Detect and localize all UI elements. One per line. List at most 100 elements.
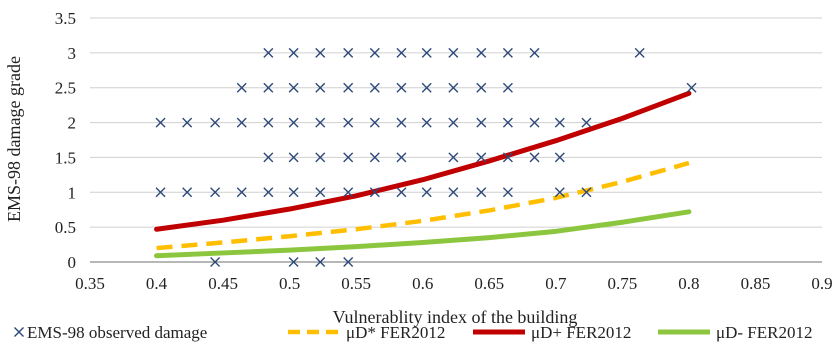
data-point (315, 82, 326, 93)
x-axis-title: Vulnerablity index of the building (333, 307, 578, 327)
data-point (686, 82, 697, 93)
data-point (263, 47, 274, 58)
data-point (396, 82, 407, 93)
data-point (288, 257, 299, 267)
data-point (369, 152, 380, 163)
x-tick-label: 0.4 (146, 274, 168, 293)
data-point (476, 152, 487, 163)
data-point (502, 47, 513, 58)
y-tick-label: 3.5 (55, 9, 76, 28)
data-point (502, 152, 513, 163)
data-point (396, 152, 407, 163)
data-point (315, 187, 326, 198)
data-point (263, 117, 274, 128)
data-point (210, 117, 221, 128)
series-layer (154, 47, 697, 267)
legend-label: μD* FER2012 (346, 323, 445, 342)
data-point (396, 117, 407, 128)
y-tick-label: 1 (68, 183, 77, 202)
data-point (421, 187, 432, 198)
data-point (502, 117, 513, 128)
data-point (343, 187, 354, 198)
data-point (210, 187, 221, 198)
data-point (343, 82, 354, 93)
data-point (288, 117, 299, 128)
y-tick-label: 3 (68, 44, 77, 63)
data-point (476, 117, 487, 128)
series-line (156, 160, 690, 251)
data-point (315, 47, 326, 58)
data-point (502, 187, 513, 198)
data-point (448, 117, 459, 128)
data-point (554, 187, 565, 198)
series-line (154, 209, 692, 259)
x-tick-label: 0.65 (474, 274, 504, 293)
legend-label: EMS-98 observed damage (27, 323, 207, 342)
data-point (343, 257, 354, 267)
legend-label: μD- FER2012 (716, 323, 812, 342)
data-point (210, 257, 221, 267)
data-point (236, 187, 247, 198)
data-point (236, 82, 247, 93)
y-tick-labels: 0 0.5 1 1.5 2 2.5 3 3.5 (55, 9, 76, 272)
data-point (529, 117, 540, 128)
data-point (554, 152, 565, 163)
legend-item: μD- FER2012 (658, 323, 812, 342)
y-tick-label: 0 (68, 253, 77, 272)
data-point (448, 187, 459, 198)
x-tick-label: 0.45 (208, 274, 238, 293)
data-point (263, 187, 274, 198)
data-point (396, 187, 407, 198)
legend-label: μD+ FER2012 (531, 323, 631, 342)
data-point (476, 47, 487, 58)
legend: EMS-98 observed damage μD* FER2012 μD+ FER… (14, 323, 812, 342)
y-tick-label: 2.5 (55, 79, 76, 98)
data-point (581, 187, 592, 198)
x-tick-label: 0.55 (341, 274, 371, 293)
data-point (476, 187, 487, 198)
y-tick-label: 1.5 (55, 148, 76, 167)
data-point (502, 82, 513, 93)
x-tick-label: 0.85 (741, 274, 771, 293)
data-point (343, 47, 354, 58)
data-point (288, 187, 299, 198)
legend-item: EMS-98 observed damage (14, 323, 207, 342)
data-point (369, 47, 380, 58)
x-tick-label: 0.35 (75, 274, 105, 293)
data-point (554, 117, 565, 128)
legend-item: μD* FER2012 (288, 323, 445, 342)
x-tick-label: 0.75 (607, 274, 637, 293)
x-tick-label: 0.5 (279, 274, 300, 293)
data-point (182, 187, 193, 198)
x-tick-label: 0.7 (545, 274, 567, 293)
data-point (581, 117, 592, 128)
data-point (529, 47, 540, 58)
data-point (315, 117, 326, 128)
data-point (421, 117, 432, 128)
gridlines (90, 17, 822, 263)
data-point (421, 82, 432, 93)
data-point (288, 47, 299, 58)
data-point (343, 117, 354, 128)
data-point (263, 82, 274, 93)
x-tick-label: 0.8 (678, 274, 699, 293)
data-point (421, 47, 432, 58)
data-point (182, 117, 193, 128)
data-point (634, 47, 645, 58)
data-point (288, 82, 299, 93)
data-point (476, 82, 487, 93)
data-point (155, 117, 166, 128)
y-tick-label: 2 (68, 114, 77, 133)
y-tick-label: 0.5 (55, 218, 76, 237)
data-point (343, 152, 354, 163)
data-point (315, 257, 326, 267)
data-point (369, 117, 380, 128)
data-point (155, 187, 166, 198)
legend-item: μD+ FER2012 (473, 323, 631, 342)
series-line (154, 90, 692, 232)
data-point (369, 82, 380, 93)
x-tick-label: 0.6 (412, 274, 433, 293)
x-tick-labels: 0.35 0.4 0.45 0.5 0.55 0.6 0.65 0.7 0.75 0.8 0.85 0… (75, 274, 833, 293)
y-axis-title: EMS-98 damage grade (4, 56, 24, 222)
